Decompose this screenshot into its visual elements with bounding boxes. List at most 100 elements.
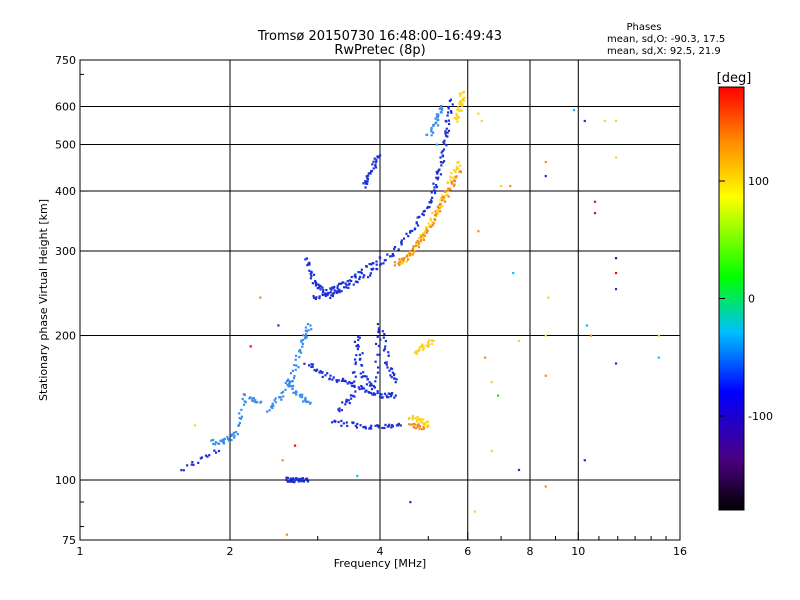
data-point (411, 415, 414, 418)
data-point (359, 271, 362, 274)
data-point (399, 262, 403, 265)
data-point (365, 389, 368, 392)
colorbar-tick-label: 0 (748, 293, 755, 306)
data-point (409, 253, 412, 256)
data-point (304, 398, 307, 401)
data-point (350, 397, 353, 400)
data-point (387, 424, 391, 428)
data-point (452, 184, 456, 187)
data-point (288, 384, 292, 387)
data-point (347, 286, 350, 290)
data-point (428, 201, 431, 204)
data-point (422, 344, 425, 347)
data-point (450, 111, 453, 114)
data-point (453, 183, 456, 186)
data-point (369, 172, 372, 175)
data-point (436, 211, 439, 215)
data-point (350, 279, 353, 283)
data-point (393, 261, 397, 264)
data-point (334, 290, 337, 293)
data-point (434, 214, 437, 217)
data-point (369, 384, 372, 387)
data-point (286, 479, 289, 482)
data-point (230, 433, 233, 436)
data-point (299, 395, 302, 398)
data-point (364, 186, 367, 189)
data-point (441, 194, 444, 197)
data-point (345, 283, 348, 287)
data-point (441, 199, 444, 202)
data-point (213, 449, 216, 452)
data-point (364, 425, 367, 428)
chart-title: Tromsø 20150730 16:48:00–16:49:43 (257, 29, 502, 44)
data-point (441, 149, 444, 153)
data-point (318, 297, 321, 300)
data-point (357, 335, 360, 338)
data-point (356, 345, 359, 348)
data-point (450, 172, 453, 175)
data-point (384, 345, 387, 348)
data-point (217, 449, 221, 453)
data-point (370, 387, 374, 391)
data-point (345, 286, 348, 289)
data-point (219, 439, 222, 442)
data-point (438, 207, 441, 210)
data-point (341, 401, 344, 404)
data-point (603, 119, 606, 123)
data-point (293, 479, 296, 482)
x-tick-label: 10 (571, 545, 585, 558)
data-point (226, 435, 229, 438)
data-point (461, 103, 464, 106)
data-point (399, 424, 402, 427)
data-point (266, 410, 269, 413)
data-point (314, 284, 318, 287)
data-point (414, 416, 417, 420)
data-point (259, 296, 262, 299)
data-point (421, 348, 425, 351)
data-point (410, 423, 413, 426)
data-point (300, 480, 303, 483)
data-point (419, 235, 422, 239)
data-point (459, 170, 462, 173)
data-point (301, 393, 304, 396)
data-point (218, 442, 221, 445)
data-point (398, 260, 401, 263)
data-point (221, 439, 224, 442)
data-point (390, 393, 393, 396)
phases-mean-o: mean, sd,O: -90.3, 17.5 (607, 34, 725, 45)
data-point (439, 156, 442, 159)
data-point (384, 361, 387, 365)
x-tick-label: 4 (377, 545, 384, 558)
data-point (313, 368, 316, 372)
data-point (449, 178, 452, 181)
data-point (290, 477, 294, 480)
data-point (593, 212, 597, 215)
data-point (484, 356, 487, 359)
data-point (430, 200, 433, 203)
y-axis-ticks: 75 100 200 300 400 500 600 750 (55, 54, 88, 547)
data-point (300, 339, 303, 342)
data-point (367, 390, 370, 394)
data-point (333, 289, 336, 292)
data-point (417, 423, 420, 426)
data-point (447, 195, 450, 198)
data-point (370, 263, 373, 266)
data-point (321, 286, 324, 289)
data-point (365, 175, 368, 178)
data-point (212, 438, 215, 442)
data-point (436, 205, 439, 208)
data-point (441, 161, 445, 164)
data-point (458, 100, 462, 103)
data-point (362, 182, 365, 185)
data-point (352, 384, 355, 387)
data-point (442, 198, 445, 201)
data-point (358, 275, 362, 279)
data-point (352, 283, 355, 286)
data-point (391, 425, 395, 428)
data-point (436, 172, 439, 175)
data-point (289, 477, 292, 480)
data-point (391, 254, 394, 258)
data-point (365, 265, 368, 268)
data-point (360, 272, 364, 275)
data-point (212, 442, 215, 446)
